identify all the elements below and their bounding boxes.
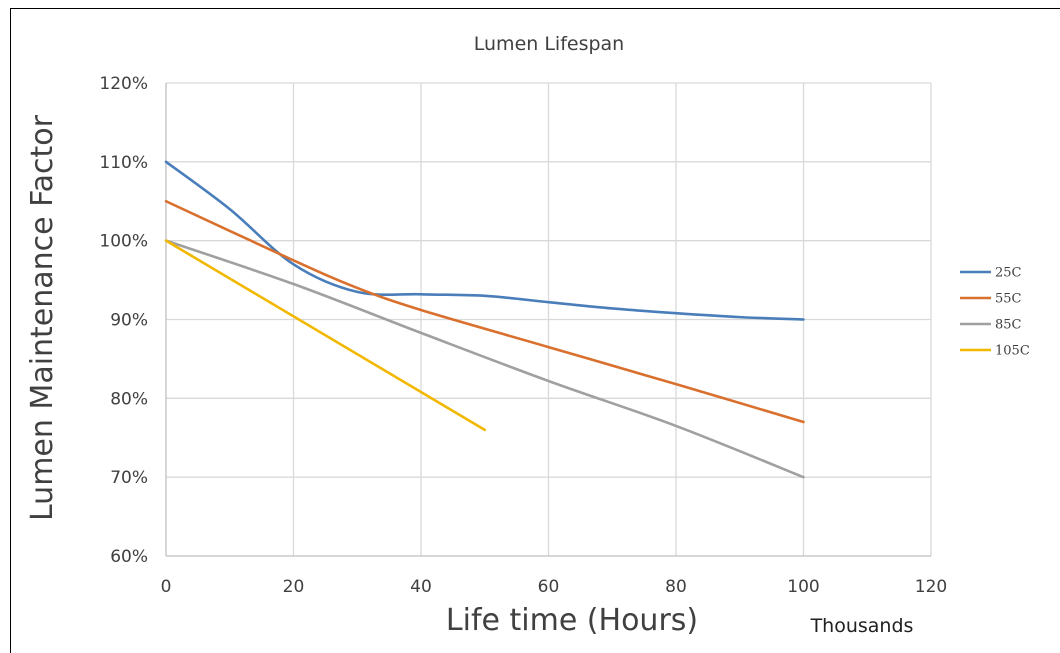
y-tick-label: 110% (99, 153, 148, 173)
series-line-25c (164, 160, 805, 321)
chart-title: Lumen Lifespan (474, 33, 624, 55)
x-axis-title: Life time (Hours) (446, 603, 698, 638)
legend-label: 105C (995, 344, 1030, 359)
x-tick-labels: 0 20 40 60 80 100 120 (161, 577, 948, 597)
x-tick-label: 120 (915, 577, 947, 597)
grid (166, 82, 932, 556)
x-tick-label: 20 (283, 577, 305, 597)
y-axis-title: Lumen Maintenance Factor (25, 114, 60, 521)
x-units-label: Thousands (810, 615, 914, 637)
x-tick-label: 40 (410, 577, 432, 597)
series-line-55c (164, 199, 805, 424)
legend-label: 55C (995, 292, 1022, 307)
series-lines (164, 160, 805, 479)
x-tick-label: 0 (161, 577, 172, 597)
y-tick-label: 120% (99, 74, 148, 94)
y-tick-label: 60% (110, 547, 148, 567)
x-tick-label: 80 (665, 577, 687, 597)
legend-label: 85C (995, 318, 1022, 333)
y-tick-labels: 60% 70% 80% 90% 100% 110% 120% (99, 74, 148, 567)
legend: 25C 55C 85C 105C (960, 266, 1030, 359)
y-tick-label: 100% (99, 232, 148, 252)
chart-frame (10, 8, 1060, 653)
y-tick-label: 90% (110, 311, 148, 331)
x-tick-label: 60 (538, 577, 560, 597)
series-line-105c (164, 239, 487, 432)
series-line-85c (164, 239, 805, 479)
legend-label: 25C (995, 266, 1022, 281)
y-tick-label: 80% (110, 389, 148, 409)
y-tick-label: 70% (110, 468, 148, 488)
x-tick-label: 100 (787, 577, 819, 597)
